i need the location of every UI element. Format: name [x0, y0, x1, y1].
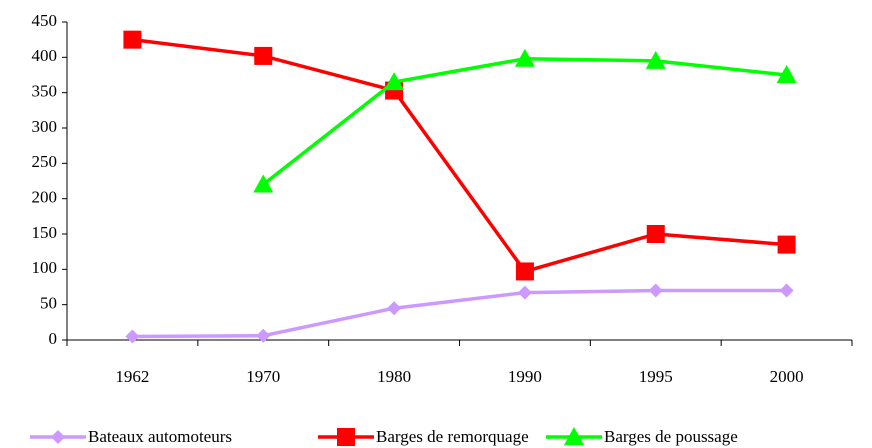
series-line: [132, 288, 787, 339]
marker: [125, 329, 140, 344]
marker: [387, 301, 402, 316]
y-tick-label: 200: [32, 188, 58, 207]
legend-marker: [51, 430, 65, 444]
legend-label: Barges de poussage: [604, 427, 738, 446]
series-line: [132, 37, 787, 274]
marker: [645, 50, 666, 69]
marker: [777, 235, 796, 254]
y-tick-label: 250: [32, 152, 58, 171]
marker: [515, 262, 534, 281]
legend-marker: [337, 428, 355, 446]
y-tick-label: 450: [32, 11, 58, 30]
x-tick-label: 1995: [639, 367, 673, 386]
y-tick-label: 350: [32, 82, 58, 101]
y-tick-label: 300: [32, 117, 58, 136]
y-tick-label: 150: [32, 223, 58, 242]
marker: [776, 65, 797, 83]
marker: [514, 48, 535, 67]
x-tick-label: 1962: [115, 367, 149, 386]
marker: [253, 174, 274, 193]
x-tick-label: 1970: [246, 367, 280, 386]
y-tick-label: 400: [32, 46, 58, 65]
legend-label: Barges de remorquage: [376, 427, 529, 446]
marker: [646, 225, 665, 243]
marker: [254, 46, 273, 65]
legend-marker: [564, 427, 584, 445]
marker: [779, 283, 794, 298]
y-tick-label: 50: [40, 294, 57, 313]
marker: [256, 328, 271, 343]
x-tick-label: 1990: [508, 367, 542, 386]
x-tick-label: 1980: [377, 367, 411, 386]
y-tick-label: 0: [49, 329, 58, 348]
y-tick-label: 100: [32, 258, 58, 277]
marker: [517, 285, 532, 300]
marker: [123, 30, 142, 49]
legend-label: Bateaux automoteurs: [88, 427, 232, 446]
marker: [384, 72, 405, 91]
marker: [648, 283, 663, 298]
x-tick-label: 2000: [770, 367, 804, 386]
